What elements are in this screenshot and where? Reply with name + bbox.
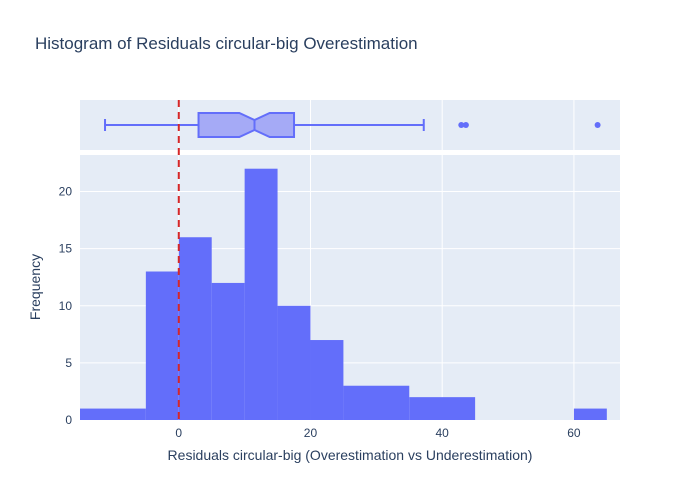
histogram-bars	[80, 168, 607, 420]
x-tick-label: 60	[567, 426, 581, 440]
histogram-bar	[310, 340, 344, 420]
y-tick-label: 0	[65, 413, 72, 427]
y-axis-ticks: 0 5 10 15 20	[59, 185, 73, 427]
histogram-bar	[178, 237, 212, 420]
box-outlier-point	[462, 122, 469, 128]
box-plot-marks	[104, 112, 601, 138]
y-axis-title: Frequency	[27, 254, 43, 320]
histogram-bar	[277, 305, 311, 420]
histogram-bar	[244, 168, 278, 420]
y-tick-label: 5	[65, 356, 72, 370]
x-tick-label: 20	[304, 426, 318, 440]
x-axis-title: Residuals circular-big (Overestimation v…	[168, 447, 533, 463]
histogram-bar	[80, 408, 146, 420]
x-axis-ticks: 0 20 40 60	[175, 426, 580, 440]
box-notched-body	[197, 112, 296, 138]
y-tick-label: 10	[59, 299, 73, 313]
histogram-panel: 0 5 10 15 20 0 20 40 60	[59, 100, 620, 440]
box-outlier-point	[458, 122, 465, 128]
box-plot-panel	[80, 100, 620, 150]
histogram-bar	[409, 397, 476, 420]
histogram-bar	[573, 408, 607, 420]
chart-title: Histogram of Residuals circular-big Over…	[35, 34, 418, 53]
histogram-bar	[145, 271, 179, 420]
x-tick-label: 40	[436, 426, 450, 440]
y-tick-label: 15	[59, 242, 73, 256]
y-tick-label: 20	[59, 185, 73, 199]
histogram-bar	[211, 282, 245, 420]
histogram-bar	[343, 385, 410, 420]
x-tick-label: 0	[175, 426, 182, 440]
box-outlier-point	[594, 122, 601, 128]
